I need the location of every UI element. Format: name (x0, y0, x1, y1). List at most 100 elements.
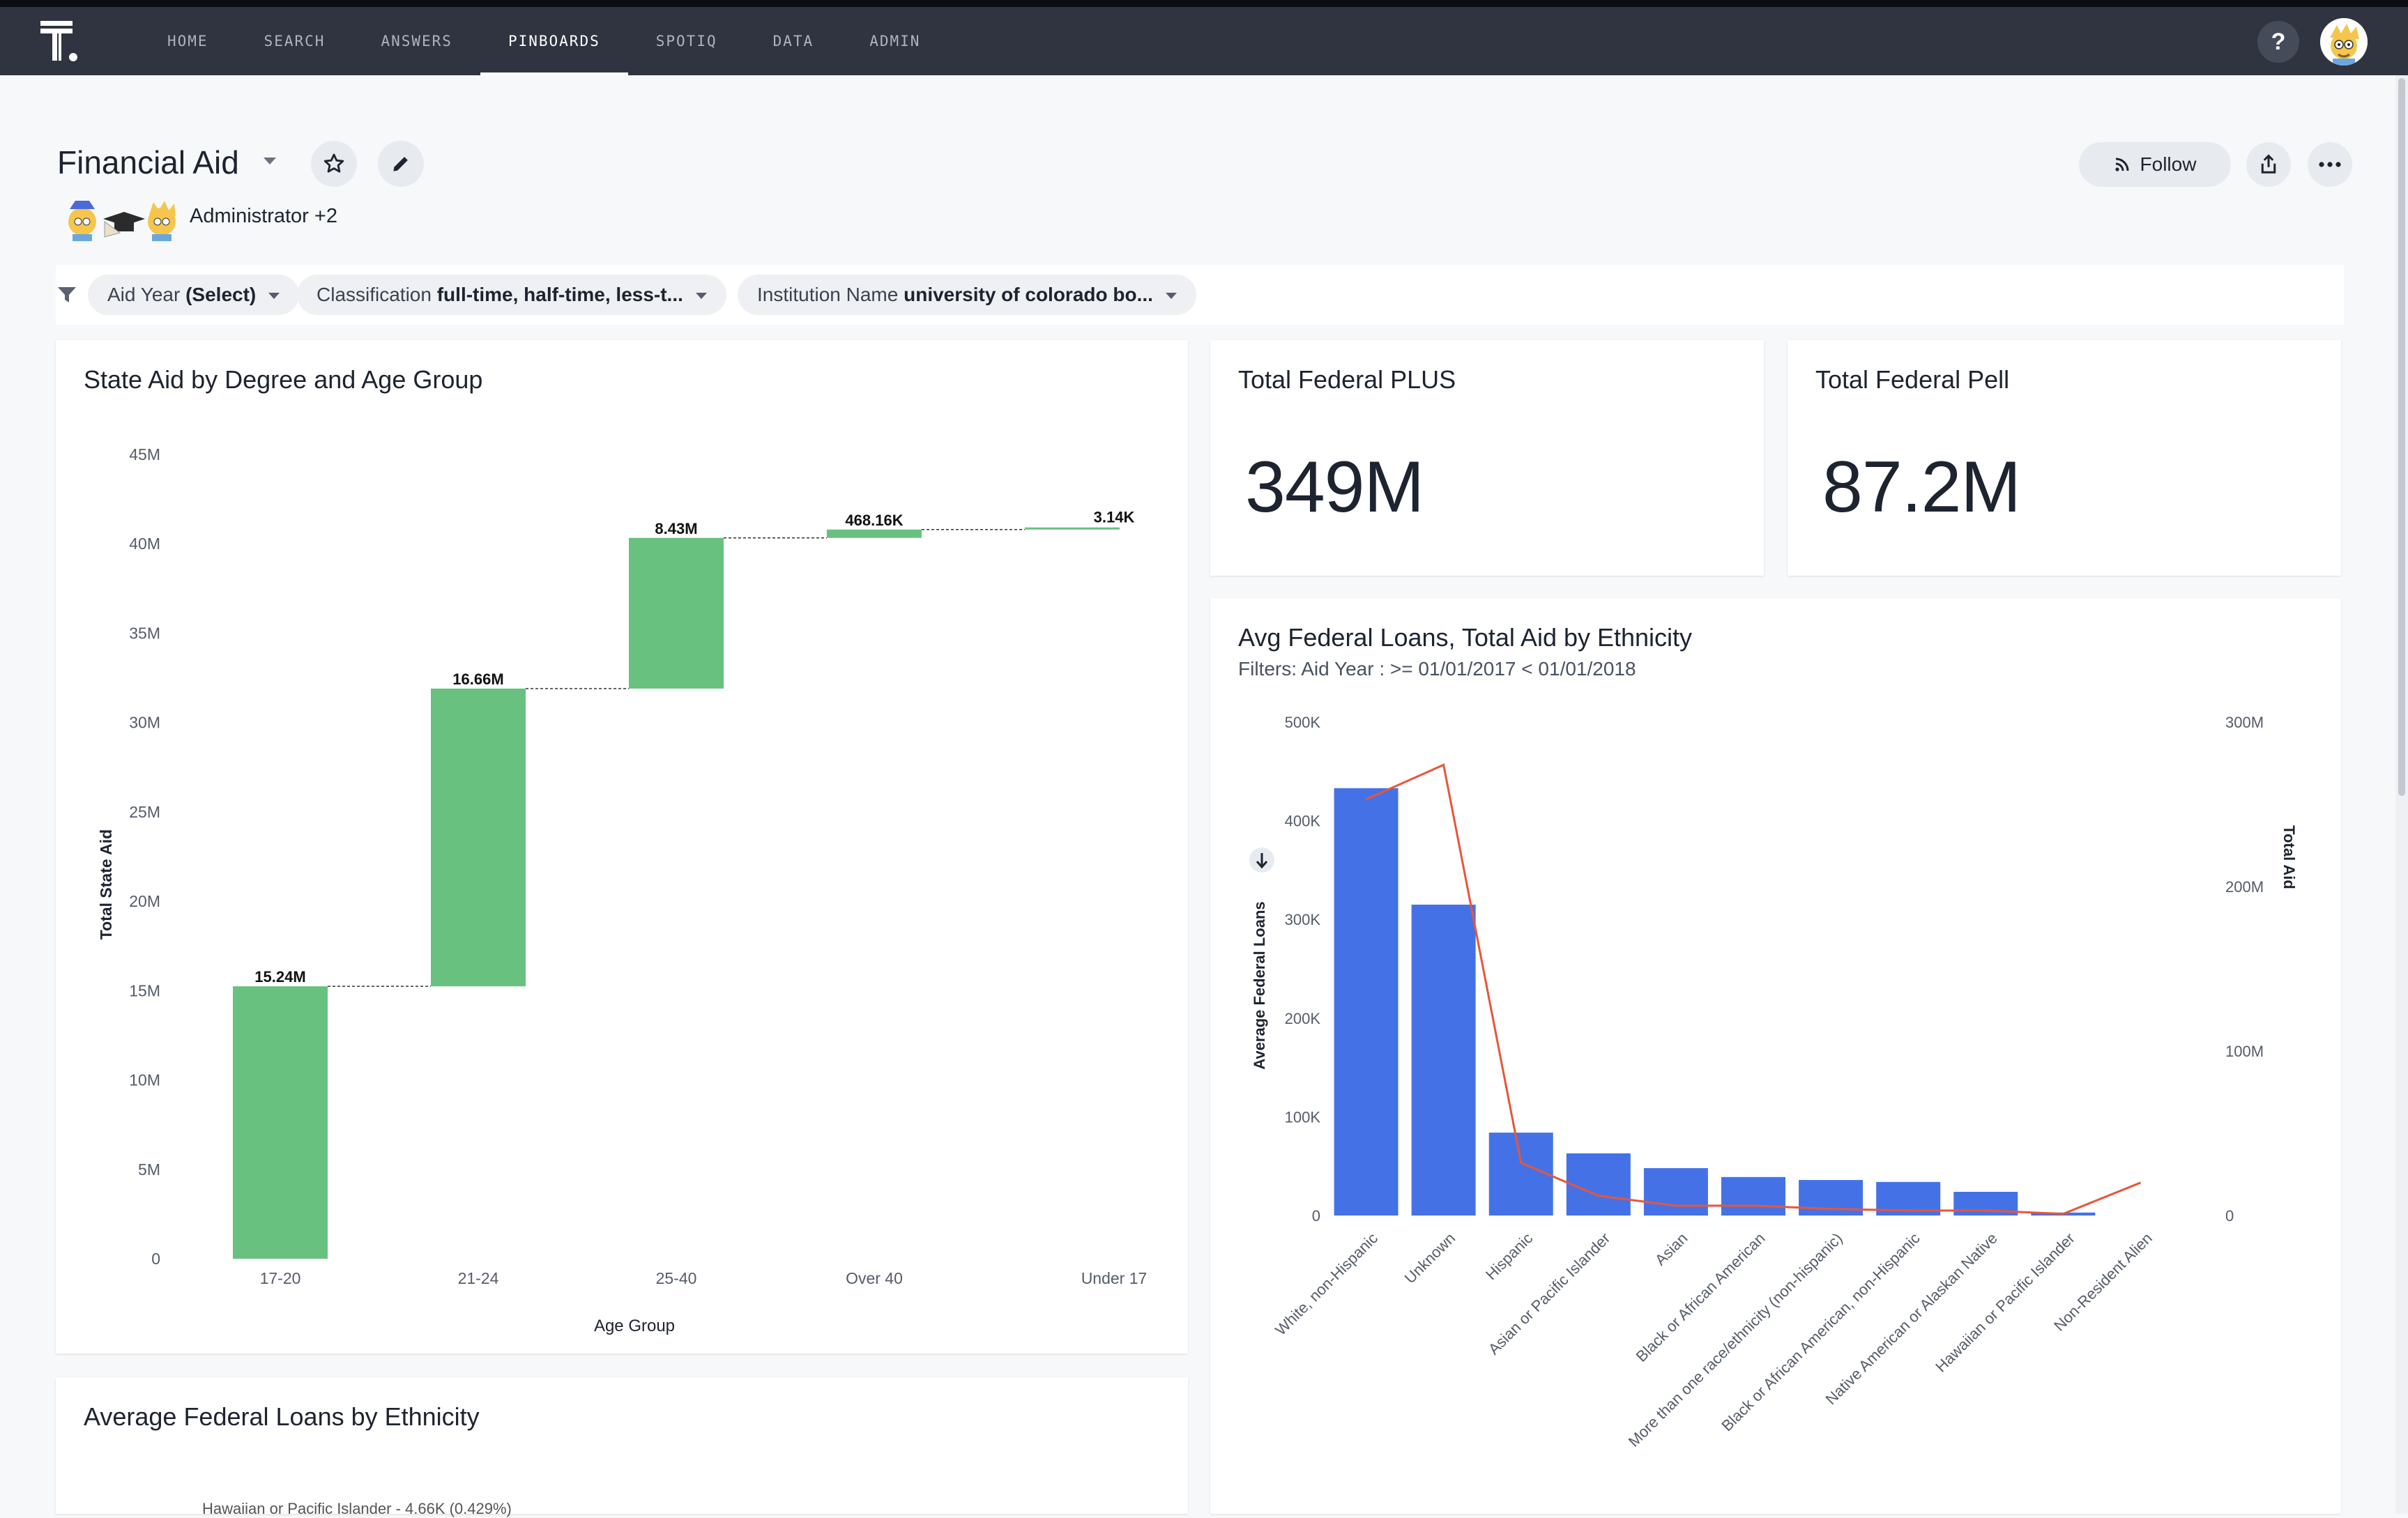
top-navigation-bar (0, 0, 2408, 75)
nav-item-home[interactable]: HOME (167, 33, 208, 49)
follow-label: Follow (2140, 153, 2197, 175)
nav-item-search[interactable]: SEARCH (264, 33, 326, 49)
more-options-button[interactable] (2308, 142, 2352, 187)
left-y-tick-label: 400K (1285, 813, 1321, 830)
page-scrollbar-thumb[interactable] (2398, 78, 2405, 796)
left-y-tick-label: 0 (1312, 1207, 1320, 1225)
x-tick-label: 21-24 (458, 1269, 499, 1287)
author-avatars[interactable] (63, 194, 181, 243)
nav-item-admin[interactable]: ADMIN (869, 33, 921, 49)
x-tick-label: Unknown (1401, 1229, 1459, 1287)
filter-chip-classification[interactable]: Classification full-time, half-time, les… (297, 275, 726, 315)
left-y-tick-label: 200K (1285, 1010, 1321, 1027)
data-label: 15.24M (254, 968, 305, 986)
x-axis-label: Age Group (594, 1317, 675, 1335)
left-y-tick-label: 100K (1285, 1108, 1321, 1126)
follow-button[interactable]: Follow (2079, 142, 2231, 187)
y-tick-label: 45M (129, 445, 160, 463)
author-avatar-2 (103, 212, 145, 238)
loan-bar (1411, 904, 1476, 1216)
card-title: Total Federal PLUS (1238, 365, 1456, 394)
filter-chip-institution-name[interactable]: Institution Name university of colorado … (738, 275, 1196, 315)
left-y-axis-label: Average Federal Loans (1251, 901, 1268, 1069)
pinboard-title[interactable]: Financial Aid (57, 144, 239, 181)
filter-value: (Select) (185, 284, 257, 305)
data-label: 16.66M (452, 670, 503, 688)
chevron-down-icon (695, 293, 707, 300)
y-tick-label: 15M (129, 981, 160, 999)
y-tick-label: 40M (129, 535, 160, 553)
edit-button[interactable] (378, 141, 424, 187)
state-aid-card[interactable]: State Aid by Degree and Age Group 0 5M 10M… (56, 340, 1188, 1354)
chevron-down-icon (268, 293, 280, 300)
nav-item-answers[interactable]: ANSWERS (381, 33, 452, 49)
federal-plus-card[interactable]: Total Federal PLUS 349M (1210, 340, 1764, 576)
avg-loans-combo-chart: 0 100K 200K 300K 400K 500K 0 100M 200M 300M Averag… (1249, 714, 2298, 1450)
filter-name: Classification (317, 284, 432, 305)
x-tick-label: Hispanic (1482, 1229, 1536, 1283)
nav-item-pinboards[interactable]: PINBOARDS (480, 7, 628, 75)
state-aid-waterfall-chart: 0 5M 10M 15M 20M 25M 30M 35M 40M 45M Total State A… (97, 445, 1148, 1335)
kpi-value: 349M (1245, 447, 1424, 528)
right-y-tick-label: 200M (2225, 878, 2264, 896)
filter-value: university of colorado bo... (904, 284, 1153, 305)
federal-pell-card[interactable]: Total Federal Pell 87.2M (1788, 340, 2341, 576)
author-avatar-1 (68, 201, 96, 241)
avg-federal-loans-card[interactable]: Avg Federal Loans, Total Aid by Ethnicit… (1210, 598, 2341, 1514)
pencil-icon (393, 157, 408, 171)
ellipsis-icon (2319, 162, 2341, 167)
favorite-button[interactable] (311, 141, 357, 187)
data-label: 468.16K (845, 512, 903, 529)
y-tick-label: 30M (129, 714, 160, 732)
help-button[interactable]: ? (2257, 21, 2299, 63)
right-y-tick-label: 300M (2225, 714, 2264, 731)
y-tick-label: 10M (129, 1071, 160, 1089)
title-chevron-down-icon[interactable] (264, 158, 276, 164)
card-title: State Aid by Degree and Age Group (84, 365, 483, 394)
nav-item-data[interactable]: DATA (772, 33, 814, 49)
waterfall-bar (233, 986, 328, 1259)
rss-icon (2114, 158, 2129, 171)
right-y-tick-label: 0 (2225, 1207, 2234, 1225)
waterfall-bar (431, 688, 526, 987)
y-tick-label: 25M (129, 803, 160, 821)
right-y-axis-label: Total Aid (2280, 825, 2298, 889)
y-tick-label: 5M (138, 1160, 160, 1179)
authors-label[interactable]: Administrator +2 (190, 205, 337, 227)
x-tick-label: Under 17 (1081, 1269, 1148, 1287)
filter-chip-aid-year[interactable]: Aid Year (Select) (88, 275, 300, 315)
thoughtspot-logo-icon[interactable] (40, 21, 82, 63)
data-label: 8.43M (655, 520, 697, 537)
x-tick-label: Hawaiian or Pacific Islander (1932, 1229, 2078, 1376)
loan-bar (1643, 1168, 1708, 1216)
filter-value: full-time, half-time, less-t... (436, 284, 683, 305)
share-button[interactable] (2246, 142, 2291, 187)
loan-bar (1334, 788, 1399, 1216)
card-title: Average Federal Loans by Ethnicity (84, 1402, 480, 1431)
total-aid-line (1365, 763, 2142, 1216)
star-icon (323, 153, 344, 173)
x-tick-label: 25-40 (656, 1269, 697, 1287)
avg-loans-ethnicity-card[interactable]: Average Federal Loans by Ethnicity (56, 1377, 1188, 1514)
y-axis-label: Total State Aid (97, 829, 115, 940)
loan-bar (1488, 1133, 1553, 1216)
left-y-tick-label: 300K (1285, 911, 1321, 928)
x-tick-label: Native American or Alaskan Native (1822, 1229, 2000, 1408)
nav-item-spotiq[interactable]: SPOTIQ (655, 33, 717, 49)
data-label: 3.14K (1094, 509, 1135, 526)
loan-bar (1721, 1176, 1785, 1216)
right-y-tick-label: 100M (2225, 1043, 2264, 1060)
user-avatar[interactable] (2320, 18, 2368, 66)
main-nav: HOME SEARCH ANSWERS PINBOARDS SPOTIQ DATA ADMI… (139, 7, 948, 75)
y-tick-label: 0 (151, 1250, 160, 1268)
waterfall-bar (827, 529, 922, 538)
kpi-value: 87.2M (1822, 447, 2021, 528)
filter-name: Aid Year (107, 284, 181, 305)
filter-funnel-icon (57, 286, 77, 307)
x-tick-label: Asian (1652, 1229, 1691, 1269)
x-tick-label: 17-20 (260, 1269, 301, 1287)
pie-slice-label: Hawaiian or Pacific Islander - 4.66K (0.… (202, 1500, 512, 1517)
x-tick-label: Black or African American (1633, 1229, 1769, 1365)
y-tick-label: 35M (129, 624, 160, 642)
sort-arrow-icon (1256, 853, 1268, 869)
